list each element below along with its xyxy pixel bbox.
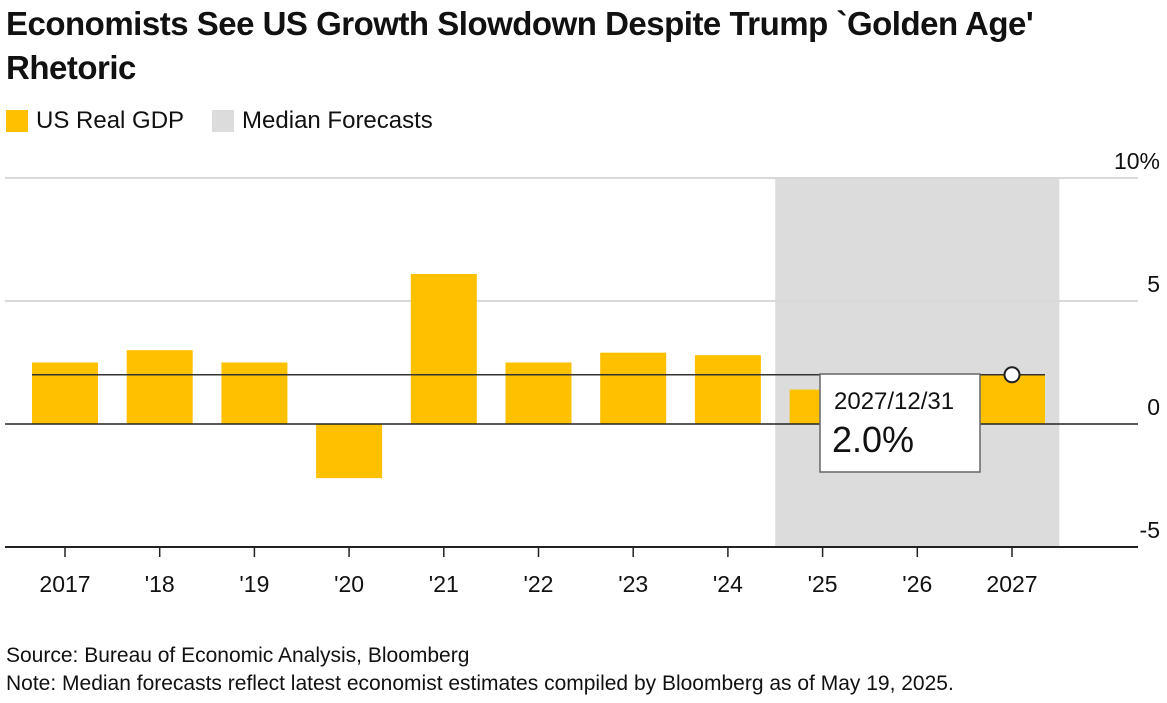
x-tick-label: 2027 xyxy=(986,571,1037,597)
x-tick-label: '22 xyxy=(524,571,554,597)
methodology-note: Note: Median forecasts reflect latest ec… xyxy=(6,672,954,695)
y-tick-label: -5 xyxy=(1140,517,1160,543)
x-tick-label: '21 xyxy=(429,571,459,597)
x-tick-label: '18 xyxy=(145,571,175,597)
bar-2017 xyxy=(32,362,98,424)
legend-item-gdp: US Real GDP xyxy=(6,107,184,135)
bar-24 xyxy=(694,355,761,424)
bar-22 xyxy=(505,362,572,424)
tooltip-date: 2027/12/31 xyxy=(834,388,954,415)
tooltip-value: 2.0% xyxy=(832,419,914,460)
y-tick-label: 10% xyxy=(1114,148,1160,174)
tooltip-box xyxy=(819,373,981,473)
legend-label-forecast: Median Forecasts xyxy=(242,107,433,134)
forecast-region xyxy=(775,178,1060,547)
y-tick-label: 0 xyxy=(1147,394,1160,420)
chart-footer: Source: Bureau of Economic Analysis, Blo… xyxy=(6,642,954,698)
legend-label-gdp: US Real GDP xyxy=(36,107,185,134)
legend-swatch-gdp xyxy=(6,110,28,132)
x-tick-label: '25 xyxy=(808,571,838,597)
bar-19 xyxy=(221,362,288,424)
chart-plot: 2017 '18 '19 '20 '21 '22 '23 '24 '25 '26 2027 10% 5 0… xyxy=(5,148,1160,597)
tooltip-marker xyxy=(1003,366,1021,384)
x-tick-label: '26 xyxy=(902,571,932,597)
legend-item-forecast: Median Forecasts xyxy=(212,107,433,135)
source-note: Source: Bureau of Economic Analysis, Blo… xyxy=(6,644,470,667)
x-tick-label: 2017 xyxy=(39,571,90,597)
bar-23 xyxy=(600,352,667,424)
bar-20 xyxy=(316,424,383,479)
x-tick-label: '19 xyxy=(239,571,269,597)
x-tick-label: '20 xyxy=(334,571,364,597)
bar-18 xyxy=(126,350,193,424)
chart-title: Economists See US Growth Slowdown Despit… xyxy=(6,5,1034,86)
x-tick-label: '24 xyxy=(713,571,743,597)
y-tick-label: 5 xyxy=(1147,271,1160,297)
legend-swatch-forecast xyxy=(212,110,235,132)
x-tick-label: '23 xyxy=(618,571,648,597)
bar-21 xyxy=(410,273,477,424)
legend: US Real GDP Median Forecasts xyxy=(6,106,461,136)
